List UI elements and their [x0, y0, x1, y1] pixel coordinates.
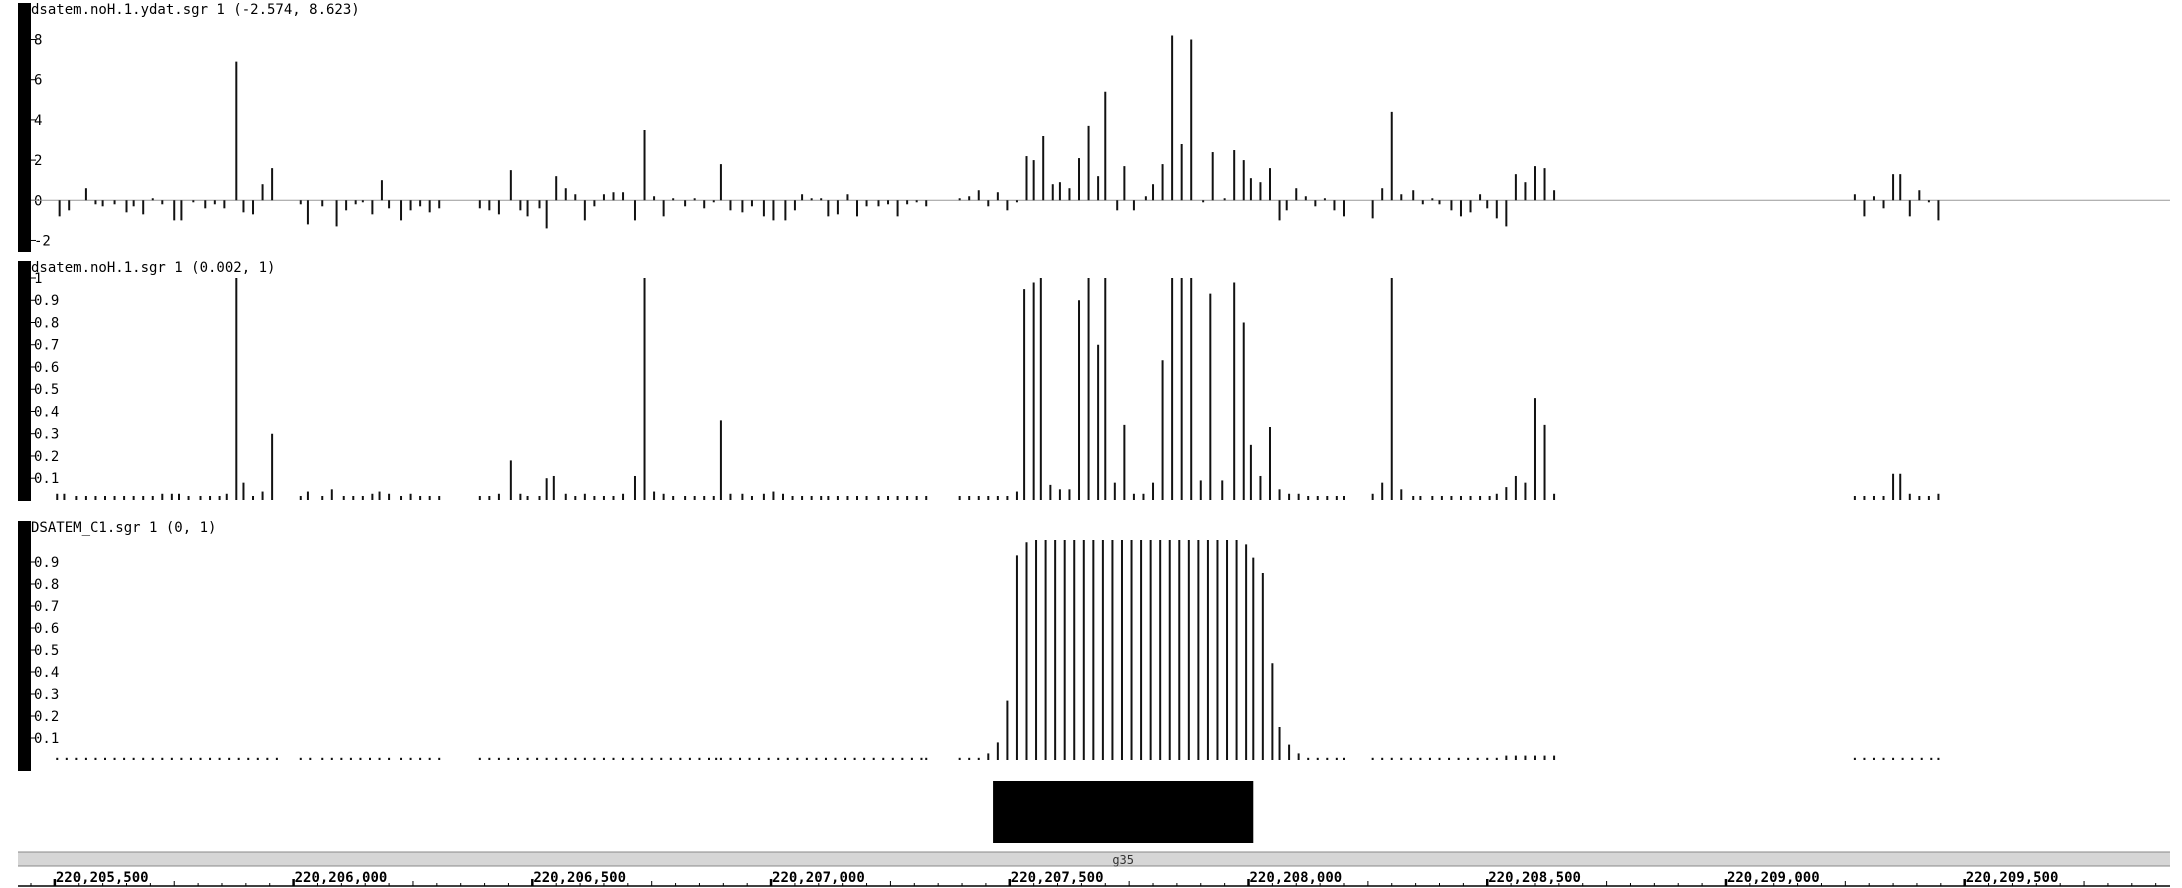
y-axis-ticks: 8 6 4 2 0 -2	[31, 33, 51, 249]
track-sgr: dsatem.noH.1.sgr 1 (0.002, 1) 1 0.9 0.8 0.7…	[18, 260, 1940, 501]
track-title: DSATEM_C1.sgr 1 (0, 1)	[31, 520, 216, 536]
track-label-bar[interactable]	[18, 521, 31, 771]
y-tick-label: 0.1	[34, 731, 59, 747]
ruler-label: 220,206,500	[533, 870, 626, 886]
y-tick-label: 0.9	[34, 293, 59, 309]
ruler-band	[18, 852, 2170, 866]
track-ydat-sgr: dsatem.noH.1.ydat.sgr 1 (-2.574, 8.623) …	[18, 2, 2170, 252]
gene-track	[993, 781, 1254, 843]
y-tick-label: 0.8	[34, 577, 59, 593]
y-tick-label: 0	[34, 193, 42, 209]
y-tick-label: 6	[34, 73, 42, 89]
y-tick-label: 0.6	[34, 621, 59, 637]
track-dsatem-c1: DSATEM_C1.sgr 1 (0, 1) 0.90.80.70.60.50.…	[18, 520, 1940, 771]
track-title: dsatem.noH.1.sgr 1 (0.002, 1)	[31, 260, 275, 276]
track-label-bar[interactable]	[18, 261, 31, 501]
gene-label: g35	[1112, 853, 1134, 867]
y-tick-label: 0.3	[34, 427, 59, 443]
y-tick-label: 0.2	[34, 449, 59, 465]
y-tick-label: 4	[34, 113, 42, 129]
coordinate-ruler: g35 220,205,500 220,206,000 220,206,500 220…	[18, 851, 2170, 887]
y-tick-label: 0.7	[34, 599, 59, 615]
ruler-label: 220,209,000	[1727, 870, 1820, 886]
y-tick-label: 0.7	[34, 338, 59, 354]
y-tick-label: 0.8	[34, 315, 59, 331]
y-tick-label: 0.9	[34, 555, 59, 571]
y-tick-label: -2	[34, 233, 51, 249]
y-axis-ticks: 1 0.9 0.8 0.7 0.6 0.5 0.4 0.3 0.2 0.1	[31, 271, 59, 487]
y-tick-label: 0.5	[34, 643, 59, 659]
y-tick-label: 0.6	[34, 360, 59, 376]
y-tick-label: 2	[34, 153, 42, 169]
ruler-ticks: 220,205,500 220,206,000 220,206,500 220,207…	[30, 870, 2157, 886]
y-tick-label: 1	[34, 271, 42, 287]
y-tick-label: 0.3	[34, 687, 59, 703]
y-tick-label: 8	[34, 33, 42, 49]
gene-feature-g35[interactable]	[993, 781, 1254, 843]
ruler-label: 220,206,000	[295, 870, 388, 886]
signal-bars	[56, 278, 1940, 500]
track-title: dsatem.noH.1.ydat.sgr 1 (-2.574, 8.623)	[31, 2, 360, 18]
y-tick-label: 0.4	[34, 404, 59, 420]
track-label-bar[interactable]	[18, 3, 31, 252]
ruler-label: 220,207,000	[772, 870, 865, 886]
signal-bars	[56, 540, 1940, 760]
signal-bars	[58, 35, 1940, 229]
y-axis-ticks: 0.9 0.8 0.7 0.6 0.5 0.4 0.3 0.2 0.1	[31, 555, 59, 747]
y-tick-label: 0.5	[34, 382, 59, 398]
ruler-label: 220,207,500	[1011, 870, 1104, 886]
y-tick-label: 0.4	[34, 665, 59, 681]
ruler-label: 220,208,500	[1488, 870, 1581, 886]
ruler-label: 220,208,000	[1250, 870, 1343, 886]
ruler-label: 220,209,500	[1966, 870, 2059, 886]
y-tick-label: 0.2	[34, 709, 59, 725]
y-tick-label: 0.1	[34, 471, 59, 487]
ruler-label: 220,205,500	[56, 870, 149, 886]
